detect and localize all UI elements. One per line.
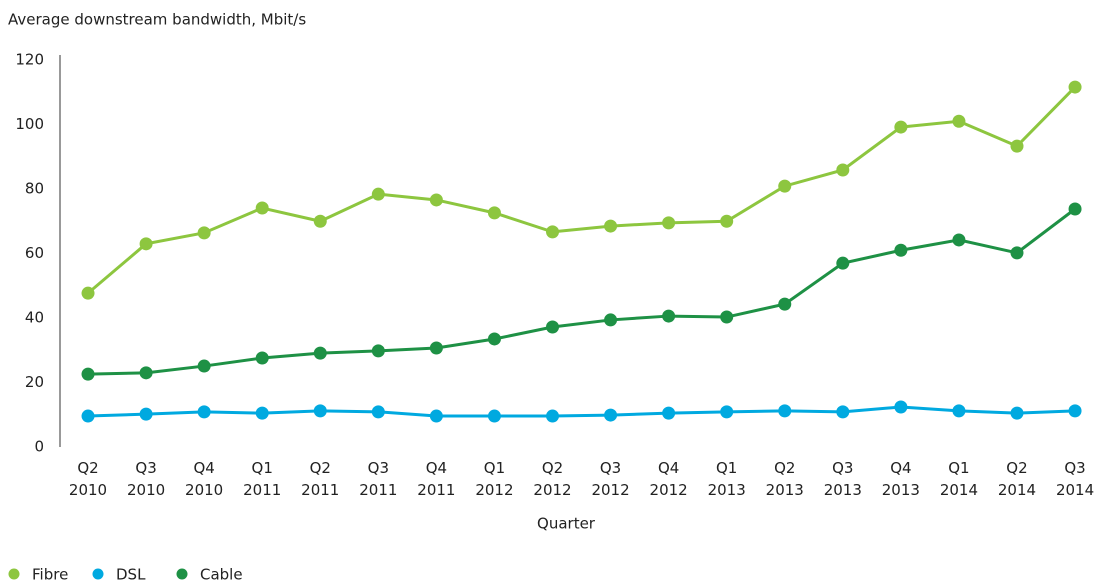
data-point	[81, 286, 95, 300]
x-tick-label: Q3 2013	[824, 459, 862, 499]
data-point	[604, 408, 618, 422]
data-point	[546, 409, 560, 423]
data-point	[139, 237, 153, 251]
data-point	[720, 310, 734, 324]
data-point	[197, 226, 211, 240]
data-point	[662, 216, 676, 230]
data-point	[546, 320, 560, 334]
data-point	[1010, 139, 1024, 153]
data-point	[81, 409, 95, 423]
data-point	[255, 201, 269, 215]
x-tick-label: Q3 2014	[1056, 459, 1094, 499]
y-tick-label: 60	[25, 244, 44, 262]
y-tick-label: 0	[34, 438, 44, 456]
chart-title: Average downstream bandwidth, Mbit/s	[8, 11, 306, 29]
data-point	[429, 341, 443, 355]
x-tick-label: Q4 2011	[417, 459, 455, 499]
x-tick-label: Q1 2013	[708, 459, 746, 499]
data-point	[139, 366, 153, 380]
data-point	[720, 405, 734, 419]
data-point	[778, 179, 792, 193]
data-point	[604, 219, 618, 233]
data-point	[836, 256, 850, 270]
data-point	[487, 332, 501, 346]
data-point	[836, 405, 850, 419]
x-tick-label: Q2 2010	[69, 459, 107, 499]
y-tick-label: 80	[25, 180, 44, 198]
data-point	[487, 409, 501, 423]
legend-label: DSL	[116, 566, 146, 584]
data-point	[371, 187, 385, 201]
data-point	[952, 233, 966, 247]
series-line	[87, 86, 1077, 295]
data-point	[952, 404, 966, 418]
legend-swatch	[92, 568, 104, 580]
data-point	[313, 346, 327, 360]
x-tick-label: Q4 2010	[185, 459, 223, 499]
data-point	[894, 243, 908, 257]
data-point	[197, 405, 211, 419]
data-point	[371, 405, 385, 419]
x-axis-label: Quarter	[537, 515, 596, 533]
data-point	[197, 359, 211, 373]
data-point	[604, 313, 618, 327]
data-point	[255, 351, 269, 365]
data-point	[1068, 404, 1082, 418]
series-line	[87, 207, 1076, 376]
data-point	[778, 404, 792, 418]
x-tick-label: Q2 2013	[766, 459, 804, 499]
data-point	[371, 344, 385, 358]
data-point	[778, 297, 792, 311]
x-tick-label: Q1 2014	[940, 459, 978, 499]
data-point	[1010, 246, 1024, 260]
data-point	[546, 225, 560, 239]
data-point	[313, 214, 327, 228]
data-point	[313, 404, 327, 418]
data-point	[1068, 80, 1082, 94]
data-point	[894, 120, 908, 134]
data-point	[139, 407, 153, 421]
data-point	[894, 400, 908, 414]
y-tick-label: 120	[15, 51, 44, 69]
data-point	[720, 214, 734, 228]
x-tick-label: Q2 2011	[301, 459, 339, 499]
y-tick-label: 20	[25, 373, 44, 391]
x-tick-label: Q4 2012	[650, 459, 688, 499]
data-point	[836, 163, 850, 177]
x-tick-label: Q1 2011	[243, 459, 281, 499]
x-tick-label: Q4 2013	[882, 459, 920, 499]
y-tick-label: 40	[25, 309, 44, 327]
legend-swatch	[176, 568, 188, 580]
data-point	[429, 193, 443, 207]
x-tick-label: Q1 2012	[475, 459, 513, 499]
data-point	[255, 406, 269, 420]
x-tick-label: Q2 2014	[998, 459, 1036, 499]
data-point	[662, 406, 676, 420]
x-tick-label: Q3 2012	[591, 459, 629, 499]
x-tick-label: Q3 2010	[127, 459, 165, 499]
x-tick-label: Q3 2011	[359, 459, 397, 499]
data-point	[662, 309, 676, 323]
data-point	[81, 367, 95, 381]
data-point	[1068, 202, 1082, 216]
y-tick-label: 100	[15, 115, 44, 133]
legend-label: Fibre	[32, 566, 68, 584]
data-point	[429, 409, 443, 423]
series-line	[87, 405, 1076, 418]
data-point	[487, 206, 501, 220]
legend-label: Cable	[200, 566, 243, 584]
legend-swatch	[8, 568, 20, 580]
data-point	[1010, 406, 1024, 420]
data-point	[952, 114, 966, 128]
x-tick-label: Q2 2012	[533, 459, 571, 499]
